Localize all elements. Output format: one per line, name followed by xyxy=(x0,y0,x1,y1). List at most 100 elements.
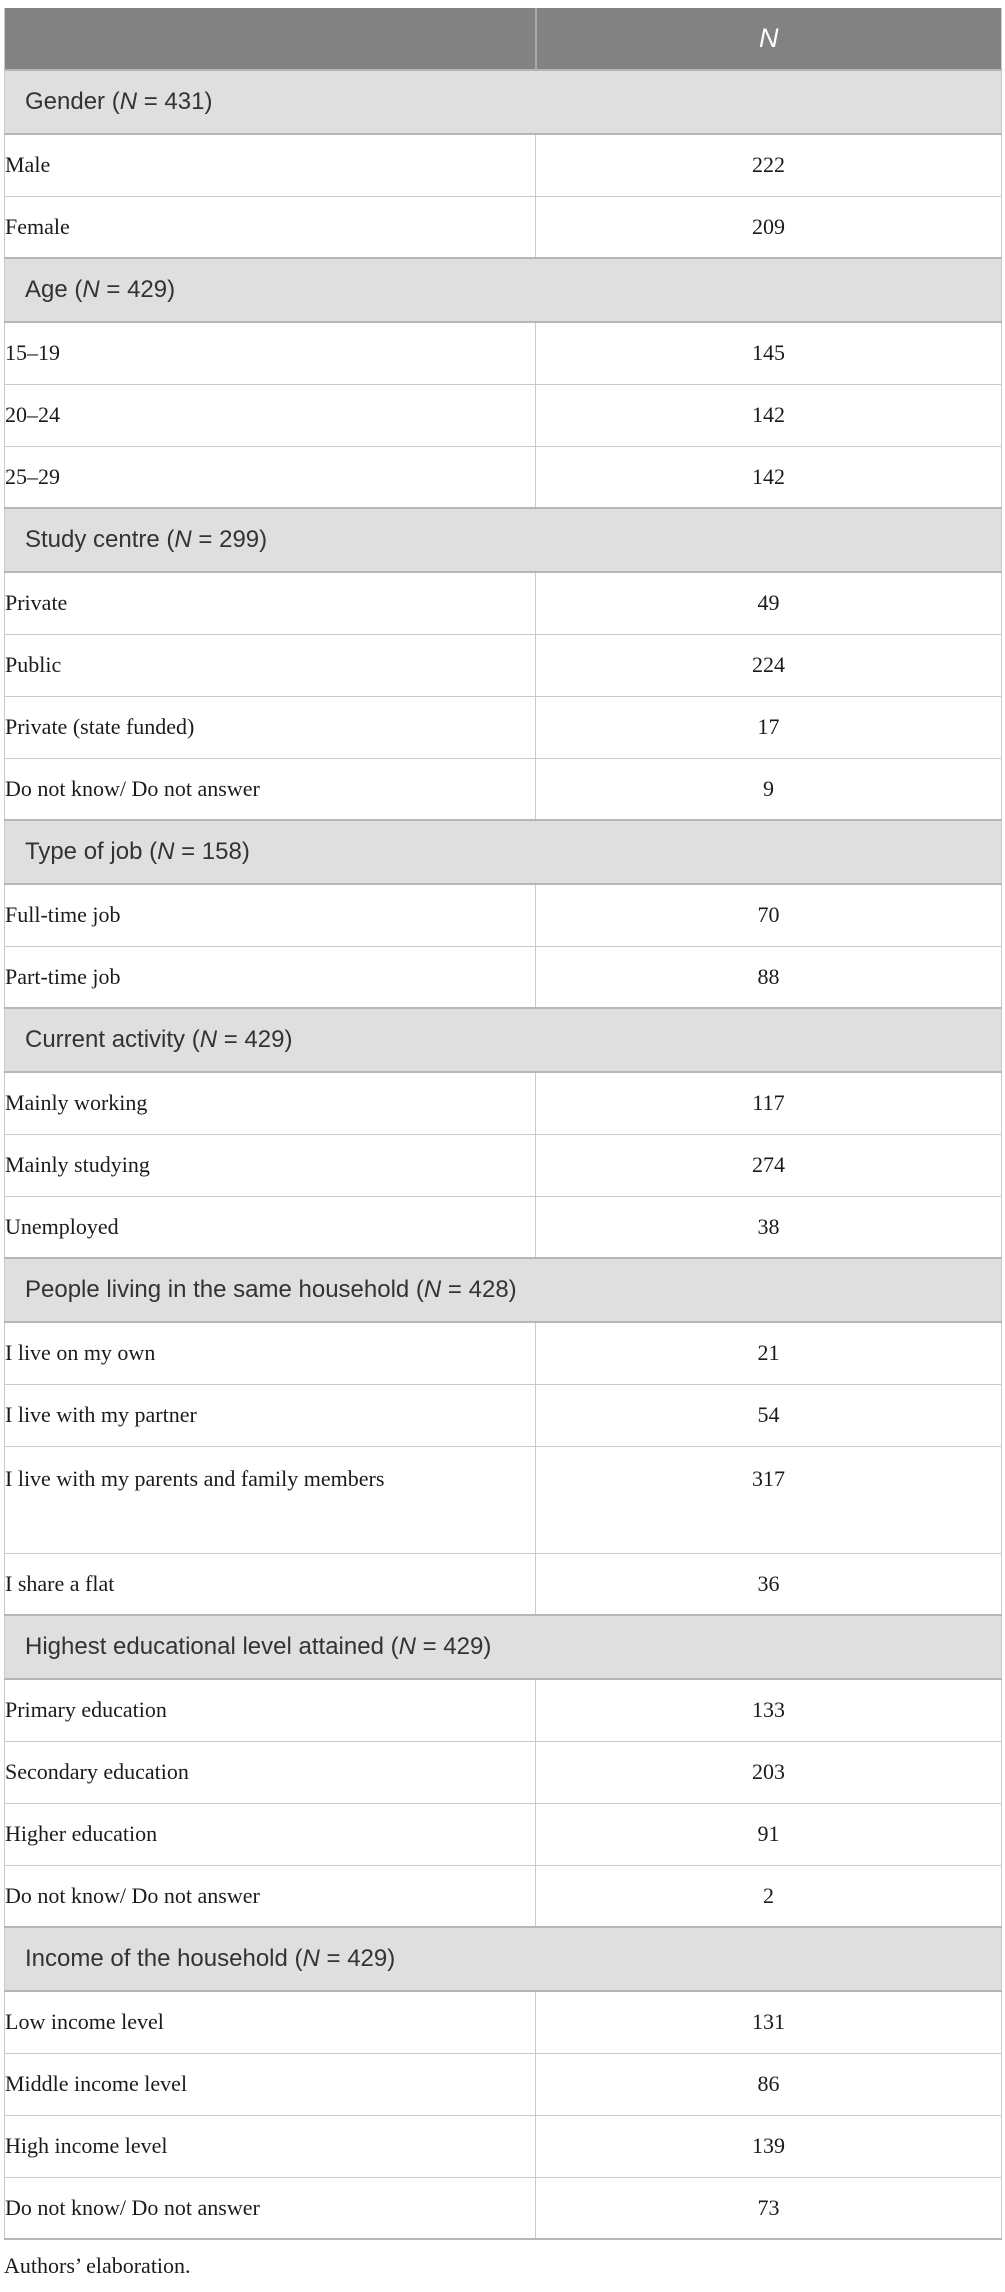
table-row: Full-time job 70 xyxy=(4,883,1002,947)
row-label: Female xyxy=(4,195,536,259)
row-label-text: Secondary education xyxy=(5,1759,189,1784)
row-label: Low income level xyxy=(4,1990,536,2054)
row-label: Do not know/ Do not answer xyxy=(4,2176,536,2240)
row-label-text: Do not know/ Do not answer xyxy=(5,1882,260,1908)
section-title: People living in the same household (N =… xyxy=(4,1257,1002,1323)
n-symbol: N xyxy=(302,1945,320,1972)
row-label-text: Primary education xyxy=(5,1697,167,1723)
row-label-text: Higher education xyxy=(5,1821,158,1846)
row-label: 15–19 xyxy=(4,321,536,385)
row-value: 139 xyxy=(535,2114,1002,2178)
table-header: N xyxy=(4,8,1002,70)
demographics-table: N Gender (N = 431) Male 222 Female 209 Age (N… xyxy=(4,8,1002,2240)
row-value: 224 xyxy=(535,633,1002,697)
row-value: 73 xyxy=(535,2176,1002,2240)
row-label: I share a flat xyxy=(4,1552,536,1616)
row-label: Male xyxy=(4,133,536,197)
row-label: Part-time job xyxy=(4,945,536,1009)
row-value: 17 xyxy=(535,695,1002,759)
header-row: N xyxy=(4,8,1002,70)
row-label: Do not know/ Do not answer xyxy=(4,757,536,821)
row-value: 203 xyxy=(535,1740,1002,1804)
row-label-text: Do not know/ Do not answer xyxy=(5,2194,260,2220)
row-label: Full-time job xyxy=(4,883,536,947)
section-header-row: Highest educational level attained (N = … xyxy=(4,1614,1002,1680)
row-value: 274 xyxy=(535,1133,1002,1197)
n-symbol: N xyxy=(423,1276,442,1303)
row-label-text: I share a flat xyxy=(5,1570,115,1596)
row-value: 142 xyxy=(535,383,1002,447)
row-label-text: Full-time job xyxy=(5,902,121,928)
row-label-text: 20–24 xyxy=(5,402,60,427)
section-title: Age (N = 429) xyxy=(4,257,1002,323)
table-row: Private (state funded) 17 xyxy=(4,695,1002,759)
row-label-text: Part-time job xyxy=(5,963,121,989)
row-label: I live on my own xyxy=(4,1321,536,1385)
row-label-text: I live on my own xyxy=(5,1340,156,1366)
row-label-text: Mainly studying xyxy=(5,1152,150,1177)
row-value: 2 xyxy=(535,1864,1002,1928)
table-row: Private 49 xyxy=(4,571,1002,635)
section-header-row: Income of the household (N = 429) xyxy=(4,1926,1002,1992)
row-label: Mainly studying xyxy=(4,1133,536,1197)
table-row: Public 224 xyxy=(4,633,1002,697)
row-label-text: 25–29 xyxy=(5,463,60,489)
row-label-text: Male xyxy=(5,152,51,178)
n-symbol: N xyxy=(157,838,175,865)
row-label: Private (state funded) xyxy=(4,695,536,759)
table-row: High income level 139 xyxy=(4,2114,1002,2178)
row-label-text: 15–19 xyxy=(5,340,60,366)
row-value: 88 xyxy=(535,945,1002,1009)
row-label: Secondary education xyxy=(4,1740,536,1804)
row-value: 145 xyxy=(535,321,1002,385)
row-value: 117 xyxy=(535,1071,1002,1135)
row-value: 133 xyxy=(535,1678,1002,1742)
section-header-row: People living in the same household (N =… xyxy=(4,1257,1002,1323)
table-row: Primary education 133 xyxy=(4,1678,1002,1742)
row-label-text: Do not know/ Do not answer xyxy=(5,775,260,801)
section-header-row: Gender (N = 431) xyxy=(4,69,1002,135)
section-header-row: Age (N = 429) xyxy=(4,257,1002,323)
row-value: 317 xyxy=(535,1445,1002,1554)
table-row: Male 222 xyxy=(4,133,1002,197)
row-label-text: I live with my partner xyxy=(5,1402,197,1427)
table-row: Mainly working 117 xyxy=(4,1071,1002,1135)
table-row: Do not know/ Do not answer 9 xyxy=(4,757,1002,821)
row-label: Primary education xyxy=(4,1678,536,1742)
row-label-text: Middle income level xyxy=(5,2071,188,2096)
section-header-row: Study centre (N = 299) xyxy=(4,507,1002,573)
table-row: 25–29 142 xyxy=(4,445,1002,509)
row-label: Middle income level xyxy=(4,2052,536,2116)
section-title: Gender (N = 431) xyxy=(4,69,1002,135)
section-header-row: Type of job (N = 158) xyxy=(4,819,1002,885)
table-row: Mainly studying 274 xyxy=(4,1133,1002,1197)
row-label: High income level xyxy=(4,2114,536,2178)
row-label: Public xyxy=(4,633,536,697)
table-row: Part-time job 88 xyxy=(4,945,1002,1009)
row-label-text: Public xyxy=(5,652,62,677)
row-label: Mainly working xyxy=(4,1071,536,1135)
row-value: 54 xyxy=(535,1383,1002,1447)
table-row: Do not know/ Do not answer 73 xyxy=(4,2176,1002,2240)
table-row: Do not know/ Do not answer 2 xyxy=(4,1864,1002,1928)
row-value: 131 xyxy=(535,1990,1002,2054)
section-header-row: Current activity (N = 429) xyxy=(4,1007,1002,1073)
section-title: Current activity (N = 429) xyxy=(4,1007,1002,1073)
row-value: 222 xyxy=(535,133,1002,197)
table-row: 15–19 145 xyxy=(4,321,1002,385)
n-symbol: N xyxy=(119,88,138,115)
table-row: Low income level 131 xyxy=(4,1990,1002,2054)
section-title: Highest educational level attained (N = … xyxy=(4,1614,1002,1680)
row-value: 38 xyxy=(535,1195,1002,1259)
n-symbol: N xyxy=(174,526,192,553)
row-value: 9 xyxy=(535,757,1002,821)
row-value: 36 xyxy=(535,1552,1002,1616)
table-row: Female 209 xyxy=(4,195,1002,259)
row-label: Do not know/ Do not answer xyxy=(4,1864,536,1928)
row-label-text: Unemployed xyxy=(5,1213,119,1239)
table-row: I live with my partner 54 xyxy=(4,1383,1002,1447)
table-row: I live on my own 21 xyxy=(4,1321,1002,1385)
n-symbol: N xyxy=(82,276,100,303)
section-title: Type of job (N = 158) xyxy=(4,819,1002,885)
